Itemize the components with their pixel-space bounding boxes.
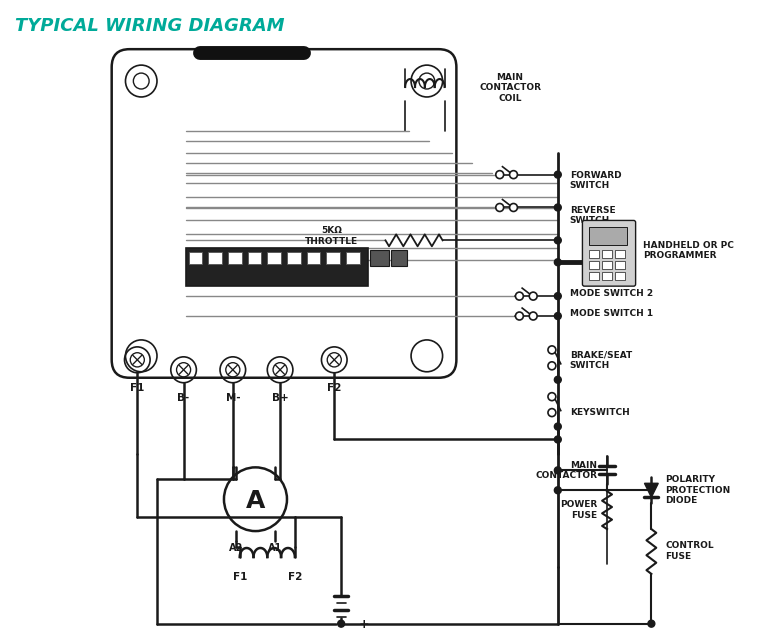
Circle shape (554, 423, 561, 430)
Text: M-: M- (226, 393, 240, 403)
Text: B-: B- (177, 393, 190, 403)
Text: TYPICAL WIRING DIAGRAM: TYPICAL WIRING DIAGRAM (15, 17, 285, 35)
Bar (615, 262, 625, 269)
Circle shape (554, 237, 561, 244)
Text: KEYSWITCH: KEYSWITCH (569, 408, 629, 417)
Bar (615, 272, 625, 280)
Text: 5KΩ
THROTTLE: 5KΩ THROTTLE (305, 226, 358, 246)
Bar (615, 250, 625, 258)
Bar (589, 272, 599, 280)
Circle shape (554, 293, 561, 299)
Text: FORWARD
SWITCH: FORWARD SWITCH (569, 171, 622, 190)
Bar (589, 228, 627, 246)
Bar (346, 253, 360, 264)
Circle shape (554, 204, 561, 211)
Circle shape (554, 467, 561, 474)
Bar (589, 250, 599, 258)
Text: A2: A2 (229, 543, 243, 553)
Bar (327, 253, 340, 264)
FancyBboxPatch shape (582, 221, 636, 286)
Circle shape (496, 171, 503, 179)
Bar (589, 262, 599, 269)
Bar (186, 248, 368, 286)
Text: B+: B+ (271, 393, 289, 403)
Bar (602, 262, 612, 269)
Bar (189, 253, 202, 264)
Circle shape (338, 620, 345, 627)
Text: POLARITY
PROTECTION
DIODE: POLARITY PROTECTION DIODE (666, 476, 731, 505)
Circle shape (554, 313, 561, 319)
Circle shape (554, 171, 561, 178)
Polygon shape (644, 483, 658, 497)
Circle shape (554, 436, 561, 443)
Circle shape (548, 346, 556, 354)
Circle shape (529, 292, 537, 300)
Text: BRAKE/SEAT
SWITCH: BRAKE/SEAT SWITCH (569, 350, 632, 369)
Bar (268, 253, 281, 264)
Text: F1: F1 (233, 572, 247, 582)
Circle shape (648, 620, 655, 627)
Circle shape (509, 171, 518, 179)
Text: MODE SWITCH 1: MODE SWITCH 1 (569, 308, 653, 317)
Text: F1: F1 (130, 383, 145, 393)
Circle shape (554, 487, 561, 494)
Circle shape (554, 376, 561, 383)
Text: REVERSE
SWITCH: REVERSE SWITCH (569, 206, 615, 225)
Bar (370, 250, 390, 266)
Circle shape (515, 292, 523, 300)
Text: A: A (246, 489, 265, 513)
Text: F2: F2 (288, 572, 302, 582)
Bar (208, 253, 222, 264)
Bar (248, 253, 262, 264)
Text: A1: A1 (268, 543, 282, 553)
Circle shape (548, 408, 556, 417)
Text: HANDHELD OR PC
PROGRAMMER: HANDHELD OR PC PROGRAMMER (644, 240, 735, 260)
Circle shape (548, 362, 556, 370)
Circle shape (496, 203, 503, 212)
Text: MODE SWITCH 2: MODE SWITCH 2 (569, 288, 653, 297)
Circle shape (509, 203, 518, 212)
Bar (602, 250, 612, 258)
Text: +: + (359, 618, 369, 631)
Text: MAIN
CONTACTOR: MAIN CONTACTOR (535, 461, 597, 480)
Bar (602, 272, 612, 280)
Bar (228, 253, 242, 264)
Text: POWER
FUSE: POWER FUSE (560, 501, 597, 520)
Bar (391, 250, 407, 266)
Circle shape (529, 312, 537, 320)
Circle shape (554, 259, 561, 266)
Text: CONTROL
FUSE: CONTROL FUSE (666, 541, 714, 561)
Bar (307, 253, 321, 264)
Text: MAIN
CONTACTOR
COIL: MAIN CONTACTOR COIL (479, 73, 541, 103)
Circle shape (548, 393, 556, 401)
Circle shape (515, 312, 523, 320)
Text: F2: F2 (327, 383, 341, 393)
Bar (287, 253, 301, 264)
